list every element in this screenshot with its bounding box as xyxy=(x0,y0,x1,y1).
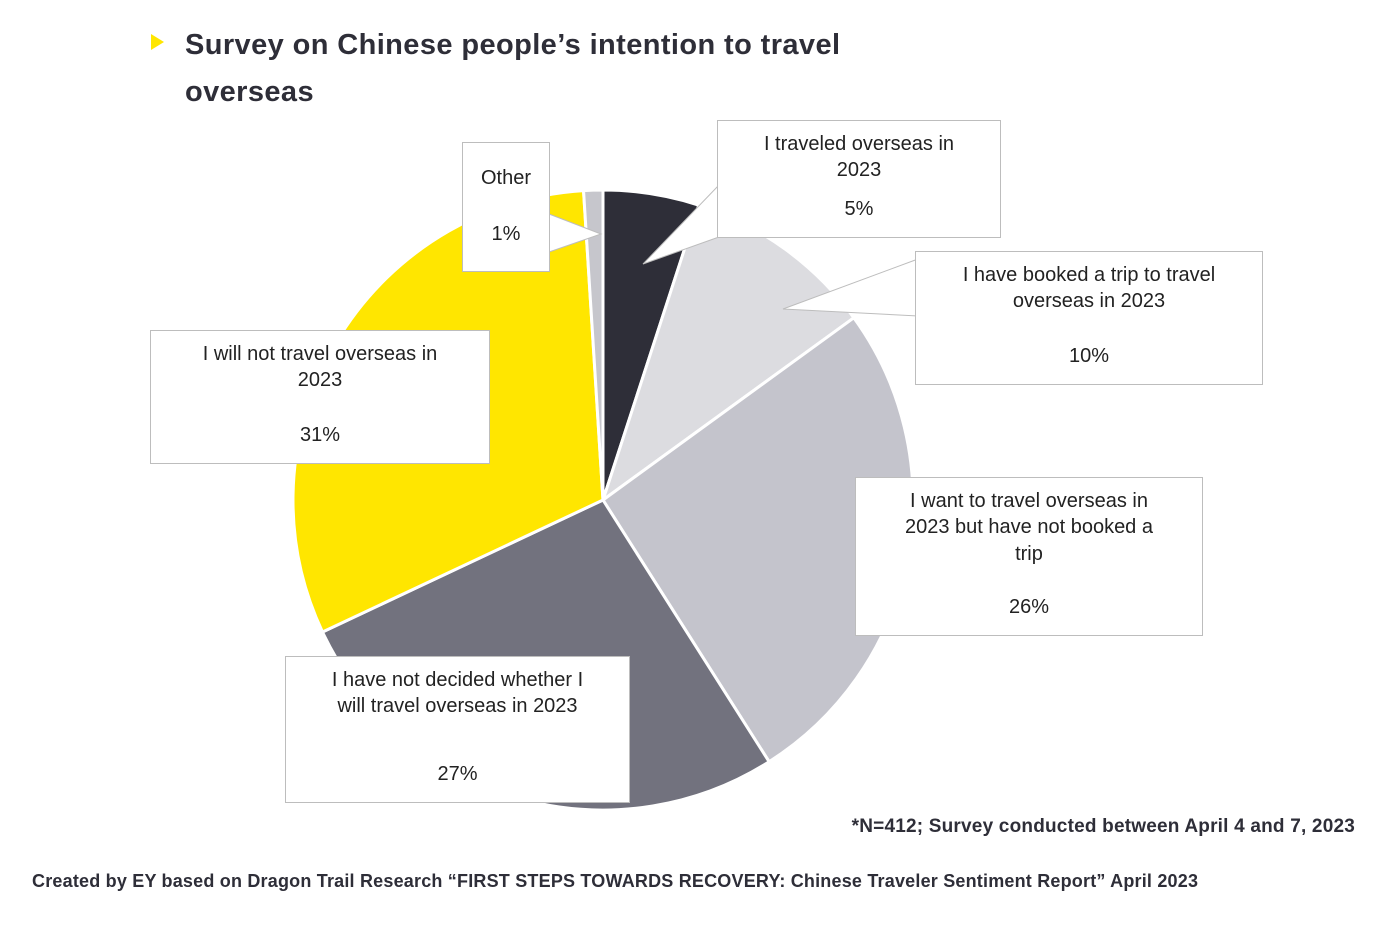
callout-other: Other 1% xyxy=(462,142,550,272)
page-title-line1: Survey on Chinese people’s intention to … xyxy=(185,29,841,61)
callout-label: I will not travel overseas in 2023 xyxy=(202,343,438,392)
footer-credit: Created by EY based on Dragon Trail Rese… xyxy=(32,871,1199,891)
title-bullet-icon xyxy=(151,34,164,50)
callout-label: Other xyxy=(480,167,532,189)
callout-value: 31% xyxy=(299,423,341,446)
callout-value: 5% xyxy=(844,197,874,220)
callout-will-not-travel: I will not travel overseas in 2023 31% xyxy=(150,330,490,464)
callout-value: 27% xyxy=(437,762,478,785)
page-title-line2: overseas xyxy=(185,76,314,108)
callout-label: I have not decided whether I will travel… xyxy=(331,669,584,718)
callout-not-decided: I have not decided whether I will travel… xyxy=(285,656,630,803)
callout-traveled-overseas: I traveled overseas in 2023 5% xyxy=(717,120,1001,238)
callout-booked-trip: I have booked a trip to travel overseas … xyxy=(915,251,1263,385)
callout-want-not-booked: I want to travel overseas in 2023 but ha… xyxy=(855,477,1203,636)
callout-label: I traveled overseas in 2023 xyxy=(763,133,955,182)
callout-value: 26% xyxy=(1008,595,1050,618)
callout-label: I have booked a trip to travel overseas … xyxy=(962,264,1216,313)
pie-slice-other xyxy=(582,188,605,502)
callout-value: 10% xyxy=(1068,344,1110,367)
callout-label: I want to travel overseas in 2023 but ha… xyxy=(905,490,1153,565)
page-title: Survey on Chinese people’s intention to … xyxy=(185,22,1035,116)
callout-value: 1% xyxy=(491,222,521,245)
survey-note: *N=412; Survey conducted between April 4… xyxy=(851,816,1355,837)
